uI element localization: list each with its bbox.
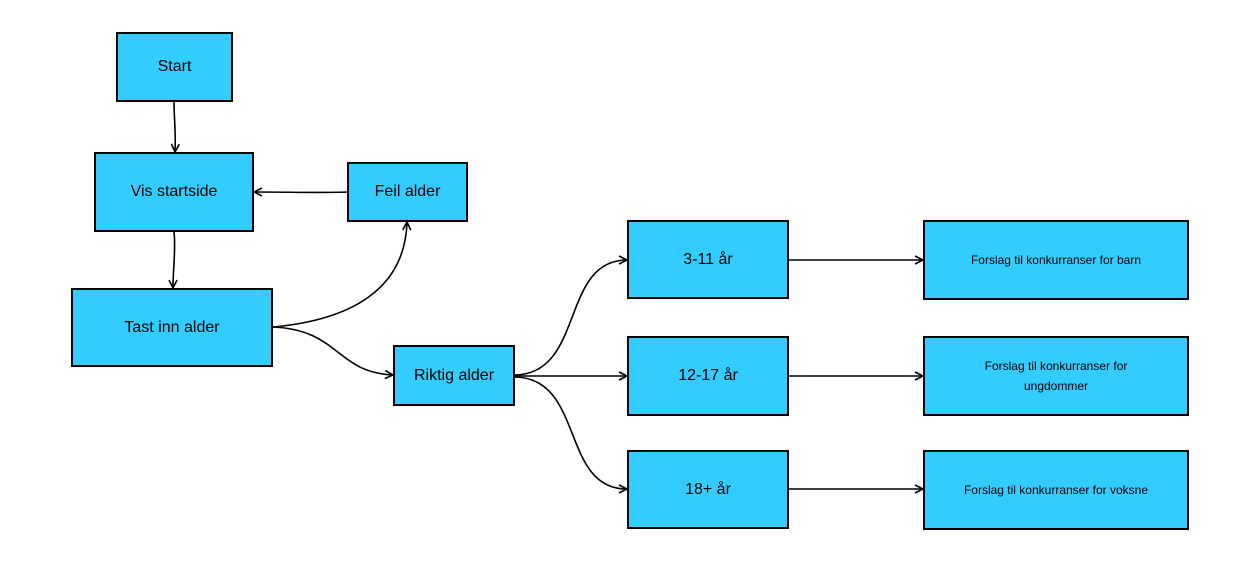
node-vis-startside: Vis startside [94, 152, 254, 232]
node-riktig-alder-label: Riktig alder [413, 366, 495, 384]
node-start-label: Start [157, 58, 192, 75]
node-start: Start [116, 32, 233, 102]
node-forslag-barn: Forslag til konkurranser for barn [923, 220, 1189, 300]
edge-start-to-vis-startside [174, 100, 175, 152]
node-feil-alder: Feil alder [347, 162, 468, 222]
edge-tast-inn-alder-to-feil-alder [272, 222, 407, 328]
node-age-3-11-label: 3-11 år [683, 250, 733, 268]
edge-riktig-alder-to-3-11 [513, 260, 627, 376]
node-forslag-barn-label: Forslag til konkurranser for barn [970, 253, 1142, 267]
edge-tast-inn-alder-to-riktig-alder [272, 326, 393, 375]
edge-riktig-alder-to-18-plus [513, 376, 627, 489]
node-age-12-17-label: 12-17 år [678, 367, 738, 384]
node-forslag-ungdommer: Forslag til konkurranser for ungdommer [923, 336, 1189, 416]
node-forslag-voksne-label: Forslag til konkurranser for voksne [963, 483, 1149, 497]
node-vis-startside-label: Vis startside [130, 183, 218, 200]
node-riktig-alder: Riktig alder [393, 345, 515, 406]
node-age-12-17: 12-17 år [627, 336, 789, 416]
node-age-18-plus-label: 18+ år [685, 480, 731, 498]
node-feil-alder-label: Feil alder [374, 183, 441, 200]
node-tast-inn-alder: Tast inn alder [71, 288, 273, 367]
node-tast-inn-alder-label: Tast inn alder [124, 318, 220, 336]
node-forslag-ungdommer-label: Forslag til konkurranser for ungdommer [984, 359, 1128, 393]
node-age-18-plus: 18+ år [627, 450, 789, 529]
edge-vis-startside-to-tast-inn-alder [173, 231, 175, 288]
node-age-3-11: 3-11 år [627, 220, 789, 299]
node-forslag-voksne: Forslag til konkurranser for voksne [923, 450, 1189, 530]
